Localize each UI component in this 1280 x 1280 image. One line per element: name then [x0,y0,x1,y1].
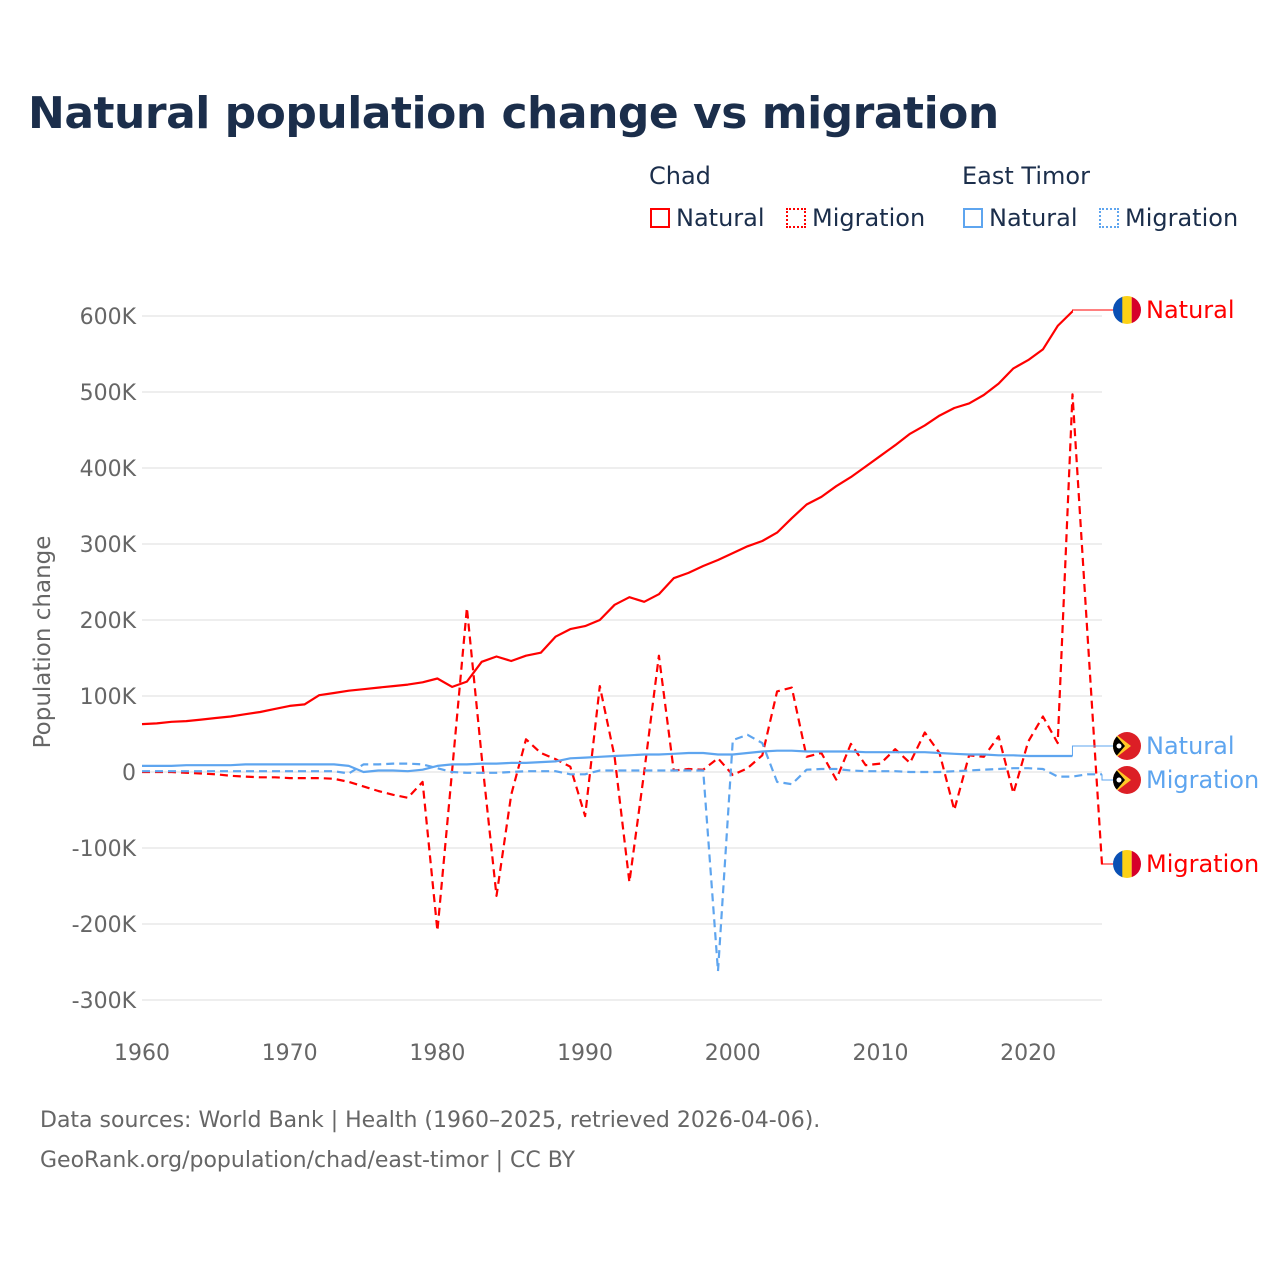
east-timor-flag-icon [1113,766,1141,794]
flag-body [1113,732,1141,760]
east-timor-migration-line [142,733,1102,973]
x-tick-label: 1980 [409,1041,465,1066]
flag-stripe-blue [1113,296,1123,324]
footer-sources: Data sources: World Bank | Health (1960–… [40,1108,821,1133]
legend-swatch-dotted-blue [1099,208,1119,228]
footer-link[interactable]: GeoRank.org/population/chad/east-timor |… [40,1148,576,1173]
east-timor-natural-line [142,749,1073,774]
end-label: Migration [1146,766,1259,794]
y-tick-label: 300K [80,533,137,558]
chad-natural-line [141,310,1074,726]
legend-swatch-solid-red [650,208,670,228]
legend-label: Migration [812,204,926,232]
chart-title: Natural population change vs migration [28,88,999,139]
east-timor-flag-icon [1113,732,1141,760]
flag-body [1113,766,1141,794]
y-tick-label: 200K [80,609,137,634]
y-tick-label: 400K [80,457,137,482]
flag-stripe-red [1131,850,1141,878]
legend-chad-natural[interactable]: Natural [650,204,765,232]
y-tick-label: 600K [80,305,137,330]
x-tick-label: 2010 [852,1041,908,1066]
chad-flag-icon [1113,850,1141,878]
label-connector [1101,774,1113,781]
legend-label: Migration [1125,204,1239,232]
x-tick-label: 1990 [557,1041,613,1066]
flag-body [1113,296,1141,324]
chad-migration-line [142,393,1104,932]
legend-group-chad: Chad [649,162,711,190]
flag-stripe-yellow [1122,296,1132,324]
flag-star [1116,777,1122,783]
flag-stripe-yellow [1122,850,1132,878]
legend-chad-migration[interactable]: Migration [786,204,925,232]
flag-stripe-blue [1113,850,1123,878]
flag-stripe-red [1131,296,1141,324]
x-tick-label: 2020 [1000,1041,1056,1066]
x-tick-label: 1970 [262,1041,318,1066]
legend-group-east-timor: East Timor [962,162,1090,190]
legend-label: Natural [676,204,765,232]
label-connector [1071,745,1113,757]
legend-swatch-dotted-red [786,208,806,228]
y-tick-label: -200K [72,913,137,938]
x-tick-label: 1960 [114,1041,170,1066]
y-tick-label: 500K [80,381,137,406]
chad-flag-icon [1113,296,1141,324]
y-axis-label: Population change [30,536,56,749]
x-tick-label: 2000 [705,1041,761,1066]
flag-body [1113,850,1141,878]
end-label: Migration [1146,850,1259,878]
y-tick-label: -100K [72,837,137,862]
legend-east-timor-natural[interactable]: Natural [963,204,1078,232]
y-tick-label: -300K [72,989,137,1014]
y-tick-label: 100K [80,685,137,710]
legend-swatch-solid-blue [963,208,983,228]
end-label: Natural [1146,732,1235,760]
label-connector [1101,863,1113,865]
end-label: Natural [1146,296,1235,324]
label-connector [1071,309,1113,312]
legend-label: Natural [989,204,1078,232]
legend-east-timor-migration[interactable]: Migration [1099,204,1238,232]
flag-star [1116,743,1122,749]
y-tick-label: 0 [122,761,136,786]
